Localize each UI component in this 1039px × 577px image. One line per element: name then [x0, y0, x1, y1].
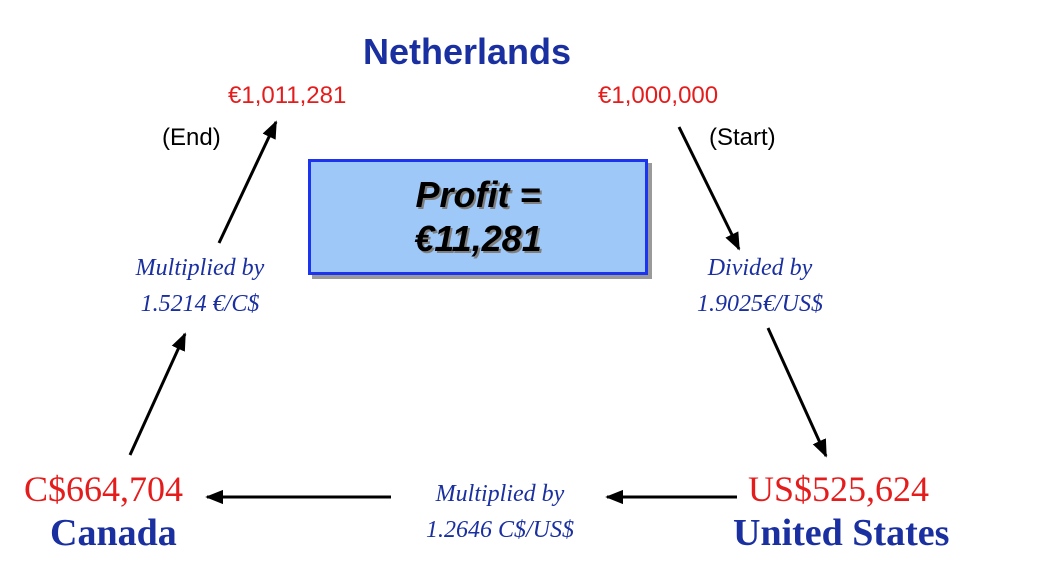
op-us-to-ca: Multiplied by 1.2646 C$/US$ [390, 476, 610, 548]
op-us-to-ca-line2: 1.2646 C$/US$ [425, 517, 574, 543]
start-amount: €1,000,000 [598, 82, 719, 109]
arrow-divided-to-us [766, 327, 828, 458]
us-amount: US$525,624 [748, 469, 930, 509]
op-nl-to-us-line2: 1.9025€/US$ [697, 291, 823, 317]
end-tag: (End) [162, 124, 221, 151]
end-amount: €1,011,281 [228, 82, 347, 109]
netherlands-label: Netherlands [363, 31, 572, 72]
profit-value: €11,281 [414, 218, 542, 259]
canada-label: Canada [50, 512, 177, 554]
start-tag: (Start) [709, 124, 776, 151]
arrow-canada-to-multiplied [128, 332, 187, 456]
op-nl-to-us: Divided by 1.9025€/US$ [660, 250, 860, 322]
profit-label: Profit = [415, 174, 541, 215]
op-ca-to-nl-line2: 1.5214 €/C$ [140, 291, 260, 317]
op-nl-to-us-line1: Divided by [707, 255, 813, 281]
op-ca-to-nl-line1: Multiplied by [135, 255, 265, 281]
canada-amount: C$664,704 [24, 469, 184, 509]
arrow-start-to-divided [677, 126, 741, 251]
op-us-to-ca-line1: Multiplied by [435, 481, 565, 507]
us-label: United States [733, 512, 950, 554]
op-ca-to-nl: Multiplied by 1.5214 €/C$ [100, 250, 300, 322]
profit-box: Profit = €11,281 [308, 159, 648, 275]
arrow-multiplied-to-end [217, 120, 278, 244]
